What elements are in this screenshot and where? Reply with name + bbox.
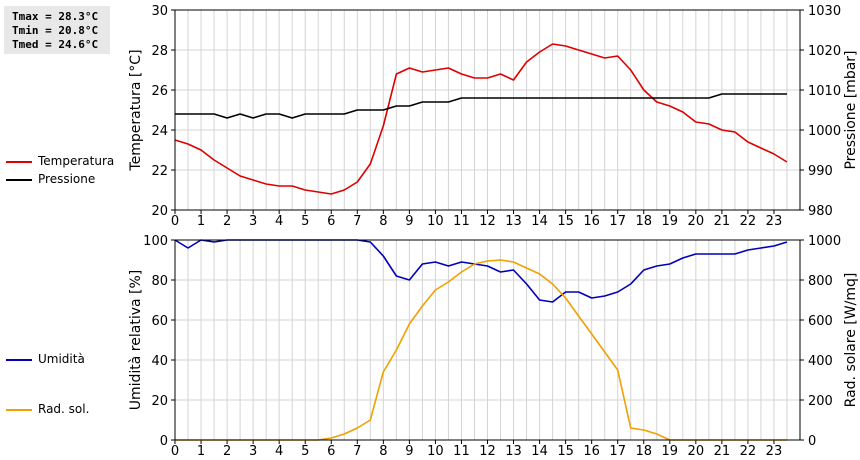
chart1-x-tick-label: 6 xyxy=(327,214,335,229)
chart2-right-tick-label: 800 xyxy=(808,274,833,289)
chart1-left-tick-label: 30 xyxy=(151,4,168,19)
chart1-left-tick-label: 22 xyxy=(151,164,168,179)
chart2-left-tick-label: 60 xyxy=(151,314,168,329)
stats-box: Tmax = 28.3°C Tmin = 20.8°C Tmed = 24.6°… xyxy=(4,6,110,54)
chart1-x-tick-label: 9 xyxy=(405,214,413,229)
chart2-x-tick-label: 3 xyxy=(249,444,257,459)
chart1-series-temperatura xyxy=(174,43,788,195)
chart2-x-tick-label: 17 xyxy=(609,444,626,459)
chart1-right-tick-label: 1030 xyxy=(808,4,841,19)
chart1-series-pressione xyxy=(175,93,787,119)
chart1-x-tick-label: 21 xyxy=(714,214,731,229)
chart1-x-tick-label: 10 xyxy=(427,214,444,229)
chart1-x-tick-label: 16 xyxy=(583,214,600,229)
legend-swatch-umidita xyxy=(6,359,32,361)
stat-tmax: Tmax = 28.3°C xyxy=(12,10,99,23)
chart2-right-tick-label: 600 xyxy=(808,314,833,329)
chart2-x-tick-label: 19 xyxy=(662,444,679,459)
chart2-left-tick-label: 80 xyxy=(151,274,168,289)
chart2-x-tick-label: 11 xyxy=(453,444,470,459)
stat-tmin: Tmin = 20.8°C xyxy=(12,24,99,37)
chart2-x-tick-label: 6 xyxy=(327,444,335,459)
chart2-x-tick-label: 16 xyxy=(583,444,600,459)
chart1-right-tick-label: 980 xyxy=(808,204,833,219)
chart1-x-tick-label: 0 xyxy=(171,214,179,229)
chart2-left-axis-title: Umidità relativa [%] xyxy=(128,270,144,411)
chart1-x-tick-label: 17 xyxy=(609,214,626,229)
legend-swatch-radsol xyxy=(6,409,32,411)
chart1-x-tick-label: 12 xyxy=(479,214,496,229)
chart2-x-tick-label: 22 xyxy=(740,444,757,459)
chart1-x-tick-label: 4 xyxy=(275,214,283,229)
chart2-left-tick-label: 40 xyxy=(151,354,168,369)
chart1-right-tick-label: 1000 xyxy=(808,124,841,139)
chart2-frame xyxy=(174,239,801,441)
chart2-right-tick-label: 400 xyxy=(808,354,833,369)
chart1-left-tick-label: 28 xyxy=(151,44,168,59)
chart2-x-tick-label: 20 xyxy=(688,444,705,459)
chart1-x-tick-label: 14 xyxy=(531,214,548,229)
chart1-frame xyxy=(174,9,801,211)
chart2-right-axis-title: Rad. solare [W/mq] xyxy=(843,273,859,408)
chart2-left-tick-label: 20 xyxy=(151,394,168,409)
chart1-x-tick-label: 2 xyxy=(223,214,231,229)
chart1-x-tick-label: 8 xyxy=(379,214,387,229)
stat-tmed: Tmed = 24.6°C xyxy=(12,38,99,51)
legend-swatch-pressione xyxy=(6,179,32,181)
chart2-right-tick-label: 200 xyxy=(808,394,833,409)
chart2-left-tick-label: 100 xyxy=(143,234,168,249)
chart1-x-tick-label: 22 xyxy=(740,214,757,229)
chart1-left-tick-label: 24 xyxy=(151,124,168,139)
chart2-x-tick-label: 4 xyxy=(275,444,283,459)
chart1-x-tick-label: 18 xyxy=(635,214,652,229)
chart1-right-axis-title: Pressione [mbar] xyxy=(843,50,859,169)
chart2-x-tick-label: 10 xyxy=(427,444,444,459)
chart1-x-tick-label: 5 xyxy=(301,214,309,229)
chart1-x-tick-label: 7 xyxy=(353,214,361,229)
chart2-x-tick-label: 12 xyxy=(479,444,496,459)
chart2-x-tick-label: 8 xyxy=(379,444,387,459)
chart2-x-tick-label: 2 xyxy=(223,444,231,459)
chart2-right-tick-label: 0 xyxy=(808,434,816,449)
chart1-x-tick-label: 3 xyxy=(249,214,257,229)
legend-label-radsol: Rad. sol. xyxy=(38,402,90,416)
chart2-x-tick-label: 21 xyxy=(714,444,731,459)
legend-label-umidita: Umidità xyxy=(38,352,85,366)
chart1-right-tick-label: 990 xyxy=(808,164,833,179)
chart2-x-tick-label: 9 xyxy=(405,444,413,459)
chart2-x-tick-label: 14 xyxy=(531,444,548,459)
chart2-x-tick-label: 5 xyxy=(301,444,309,459)
chart2-x-tick-label: 23 xyxy=(766,444,783,459)
chart1-x-tick-label: 20 xyxy=(688,214,705,229)
legend-label-pressione: Pressione xyxy=(38,172,96,186)
chart1-x-tick-label: 15 xyxy=(557,214,574,229)
chart1-x-tick-label: 23 xyxy=(766,214,783,229)
chart2-x-tick-label: 18 xyxy=(635,444,652,459)
chart2-x-tick-label: 15 xyxy=(557,444,574,459)
chart1-left-axis-title: Temperatura [°C] xyxy=(128,49,144,171)
chart2-right-tick-label: 1000 xyxy=(808,234,841,249)
chart1-left-tick-label: 20 xyxy=(151,204,168,219)
chart2-left-tick-label: 0 xyxy=(160,434,168,449)
chart1-right-tick-label: 1010 xyxy=(808,84,841,99)
chart1-left-tick-label: 26 xyxy=(151,84,168,99)
chart2-x-tick-label: 0 xyxy=(171,444,179,459)
chart1-x-tick-label: 11 xyxy=(453,214,470,229)
legend-swatch-temperatura xyxy=(6,161,32,163)
chart2-x-tick-label: 1 xyxy=(197,444,205,459)
chart1-x-tick-label: 13 xyxy=(505,214,522,229)
chart2-x-tick-label: 7 xyxy=(353,444,361,459)
chart2-x-tick-label: 13 xyxy=(505,444,522,459)
legend-label-temperatura: Temperatura xyxy=(38,154,115,168)
chart1-x-tick-label: 1 xyxy=(197,214,205,229)
chart1-x-tick-label: 19 xyxy=(662,214,679,229)
chart1-right-tick-label: 1020 xyxy=(808,44,841,59)
